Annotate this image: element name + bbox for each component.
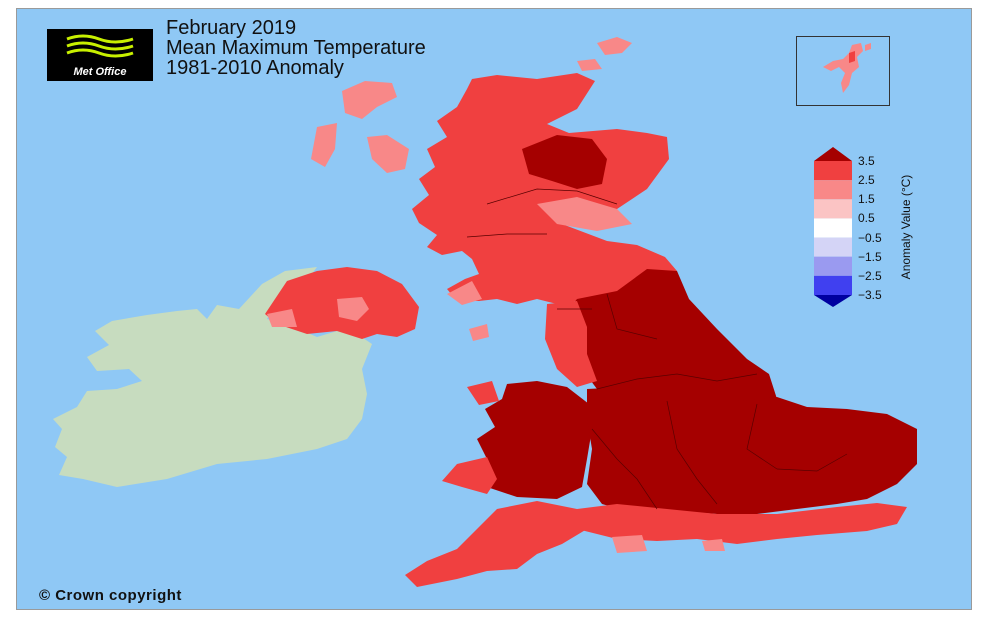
map-frame: Met Office February 2019 Mean Maximum Te… (16, 8, 972, 610)
legend-band (814, 180, 852, 200)
isle-of-man (469, 324, 489, 341)
legend-band (814, 161, 852, 181)
met-office-wave-icon (66, 34, 134, 58)
legend-tick-label: 1.5 (858, 192, 875, 207)
north-west-coast (545, 301, 597, 387)
legend-tick-label: −1.5 (858, 249, 882, 264)
orkney-shetland (577, 37, 632, 71)
map-title: February 2019 Mean Maximum Temperature 1… (166, 18, 426, 78)
legend-tick-label: 3.5 (858, 154, 875, 168)
title-line-3: 1981-2010 Anomaly (166, 57, 344, 79)
legend-tick-label: 2.5 (858, 173, 875, 188)
legend-tick-label: 0.5 (858, 211, 875, 226)
title-line-2: Mean Maximum Temperature (166, 37, 426, 59)
south-coast-pale (612, 535, 725, 553)
legend-band (814, 237, 852, 257)
logo-text: Met Office (73, 66, 127, 78)
legend-overflow-high (814, 147, 852, 161)
northern-ireland-lough (267, 297, 369, 327)
wales-coast (442, 381, 499, 494)
copyright-notice: © Crown copyright (39, 587, 182, 604)
anomaly-legend: 3.5 2.5 1.5 0.5 −0.5 −1.5 −2.5 −3.5 Anomaly Val… (792, 147, 962, 307)
midlands-east-england (587, 387, 917, 514)
legend-tick-label: −3.5 (858, 288, 882, 302)
legend-title: Anomaly Value (°C) (899, 174, 913, 280)
legend-band (814, 218, 852, 238)
scotland-highlands-warm (522, 135, 607, 189)
legend-band (814, 199, 852, 219)
legend-colorbar (814, 147, 856, 307)
wales (472, 381, 592, 499)
title-line-1: February 2019 (166, 17, 297, 39)
met-office-logo: Met Office (47, 29, 153, 81)
northern-england (565, 269, 777, 407)
uk-anomaly-map (53, 37, 917, 587)
shetland-inset (796, 36, 890, 106)
southern-england (577, 503, 907, 544)
scotland (412, 73, 677, 304)
scotland-pale-patches (447, 197, 632, 305)
legend-band (814, 256, 852, 276)
region-boundaries (466, 188, 848, 510)
legend-band (814, 275, 852, 295)
legend-tick-label: −0.5 (858, 230, 882, 245)
south-west-england (405, 501, 587, 587)
western-isles (311, 81, 409, 173)
ireland-landmass (53, 267, 372, 487)
legend-overflow-low (814, 295, 852, 307)
legend-tick-label: −2.5 (858, 268, 882, 283)
shetland-inset-map (823, 43, 871, 93)
